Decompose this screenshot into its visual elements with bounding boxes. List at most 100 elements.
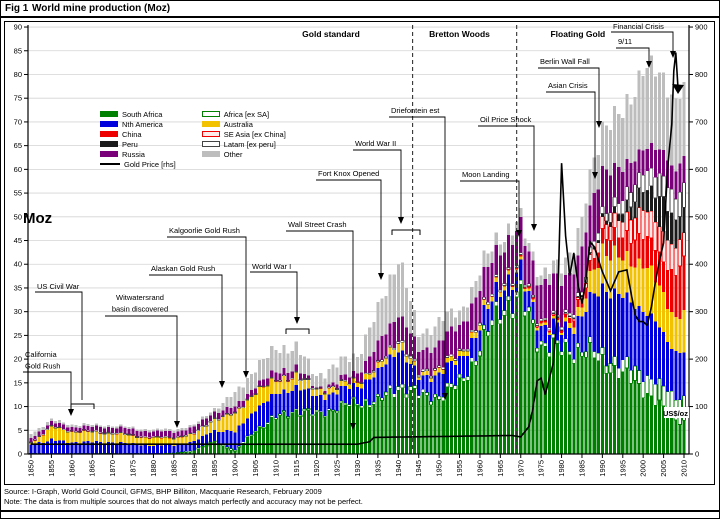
bar-nth-america xyxy=(306,388,311,409)
bar-nth-america xyxy=(62,440,66,454)
bar-africa-ex-sa xyxy=(392,393,397,398)
bar-australia xyxy=(592,269,596,294)
bar-nth-america xyxy=(429,382,433,402)
bar-se-asia xyxy=(645,211,650,237)
bar-russia xyxy=(470,303,474,330)
bar-australia xyxy=(372,372,376,378)
bar-nth-america xyxy=(127,443,131,454)
bar-latam xyxy=(641,174,646,193)
bar-nth-america xyxy=(319,395,323,412)
annotation-leader xyxy=(460,180,520,234)
annotation-us-civil-war: US Civil War xyxy=(35,282,95,409)
bar-australia xyxy=(490,297,494,302)
bar-russia xyxy=(258,380,262,386)
bar-russia xyxy=(188,427,192,433)
bar-other xyxy=(343,356,347,375)
bar-china xyxy=(600,228,604,244)
bar-nth-america xyxy=(74,441,78,454)
bar-other xyxy=(421,333,425,350)
bar-se-asia xyxy=(608,226,613,241)
x-tick-label: 1985 xyxy=(577,460,586,477)
bar-china xyxy=(539,322,543,324)
bar-nth-america xyxy=(347,389,351,405)
bar-china xyxy=(568,318,572,323)
bar-nth-america xyxy=(204,434,209,446)
bar-africa-ex-sa xyxy=(388,384,393,389)
bar-australia xyxy=(547,332,551,335)
bar-africa-ex-sa xyxy=(424,392,429,396)
bar-other xyxy=(392,274,396,323)
bar-other xyxy=(360,354,364,373)
bar-australia xyxy=(396,343,400,353)
legend-swatch xyxy=(100,141,118,147)
bar-russia xyxy=(233,406,237,413)
bar-latam xyxy=(433,368,437,371)
bar-australia xyxy=(682,309,686,353)
bar-south-africa xyxy=(421,392,425,454)
bar-other xyxy=(204,415,209,419)
bar-russia xyxy=(404,327,409,355)
bar-other xyxy=(172,430,176,433)
bar-nth-america xyxy=(86,441,90,454)
bar-nth-america xyxy=(400,350,404,385)
bar-other xyxy=(155,428,160,431)
bar-other xyxy=(617,113,621,167)
bar-russia xyxy=(653,149,657,178)
bar-other xyxy=(494,232,498,246)
bar-russia xyxy=(457,325,462,349)
bar-other xyxy=(600,121,604,166)
annotation-leader xyxy=(35,291,83,400)
bar-nth-america xyxy=(588,292,592,337)
bar-latam xyxy=(200,425,205,428)
bar-south-africa xyxy=(470,361,474,454)
legend-label: Peru xyxy=(122,139,138,149)
bar-africa-ex-sa xyxy=(420,388,425,393)
bar-australia xyxy=(147,438,151,446)
bar-australia xyxy=(70,431,74,443)
annotation-world-war-2: World War II xyxy=(353,139,421,235)
bar-other xyxy=(568,252,572,273)
bar-latam xyxy=(624,186,629,201)
bar-africa-ex-sa xyxy=(298,414,303,417)
bar-australia xyxy=(331,387,335,393)
bar-latam xyxy=(245,398,250,401)
bar-other xyxy=(45,422,49,426)
bar-nth-america xyxy=(78,443,82,454)
bar-latam xyxy=(41,433,46,436)
bar-australia xyxy=(78,432,82,444)
bar-nth-america xyxy=(221,432,225,445)
bar-nth-america xyxy=(625,292,629,357)
bar-nth-america xyxy=(441,373,445,398)
bar-south-africa xyxy=(335,412,339,454)
bar-china xyxy=(551,314,555,317)
bar-china xyxy=(560,331,564,334)
bar-south-africa xyxy=(270,417,274,454)
right-axis-unit-bg xyxy=(664,407,689,418)
bar-south-africa xyxy=(629,383,633,454)
bar-nth-america xyxy=(237,425,241,446)
bar-latam xyxy=(110,432,115,435)
bar-other xyxy=(217,408,221,414)
bar-africa-ex-sa xyxy=(604,365,609,374)
bar-nth-america xyxy=(384,364,388,393)
bar-russia xyxy=(474,297,478,331)
bar-other xyxy=(213,408,217,412)
bar-russia xyxy=(184,430,188,436)
bar-africa-ex-sa xyxy=(584,351,588,358)
bar-latam xyxy=(282,374,286,377)
bar-russia xyxy=(274,372,278,381)
bar-south-africa xyxy=(584,357,588,454)
bar-australia xyxy=(127,435,131,444)
bar-africa-ex-sa xyxy=(469,357,474,363)
bar-other xyxy=(127,426,131,429)
bar-russia xyxy=(119,426,123,432)
bar-russia xyxy=(535,285,539,324)
bar-australia xyxy=(576,307,580,316)
bar-other xyxy=(560,273,564,287)
bar-australia xyxy=(266,386,270,402)
legend-label: SE Asia [ex China] xyxy=(223,129,286,139)
bar-other xyxy=(641,75,645,151)
bar-nth-america xyxy=(539,326,543,342)
bar-other xyxy=(274,350,278,373)
bar-russia xyxy=(604,169,609,214)
